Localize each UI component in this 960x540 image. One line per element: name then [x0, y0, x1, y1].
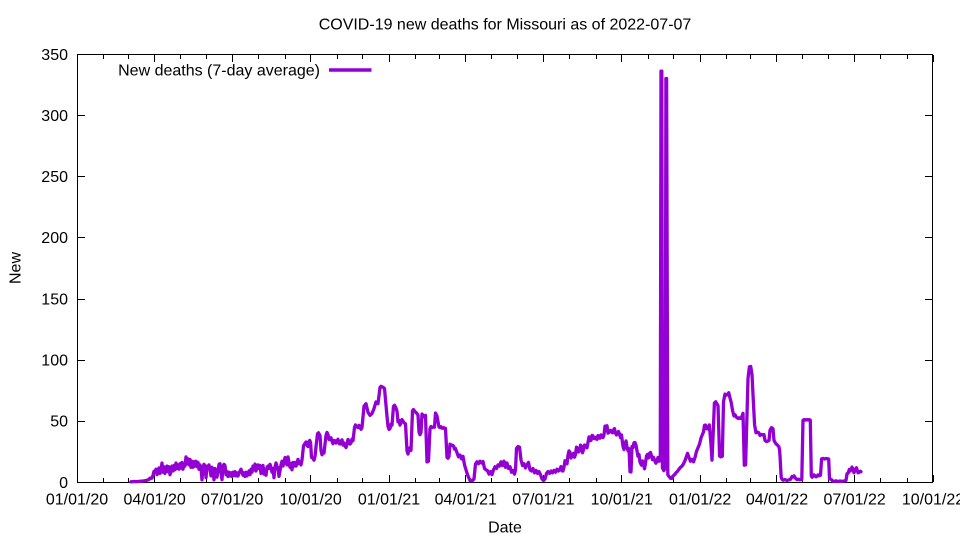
svg-text:04/01/21: 04/01/21: [435, 492, 497, 509]
svg-text:04/01/20: 04/01/20: [123, 492, 185, 509]
svg-text:250: 250: [41, 169, 68, 186]
svg-text:Date: Date: [488, 519, 522, 536]
svg-text:07/01/21: 07/01/21: [512, 492, 574, 509]
svg-text:New deaths (7-day average): New deaths (7-day average): [118, 63, 320, 80]
svg-text:150: 150: [41, 291, 68, 308]
svg-text:01/01/20: 01/01/20: [46, 492, 108, 509]
svg-text:01/01/22: 01/01/22: [669, 492, 731, 509]
svg-text:0: 0: [59, 475, 68, 492]
svg-text:200: 200: [41, 230, 68, 247]
svg-text:07/01/20: 07/01/20: [201, 492, 263, 509]
svg-text:50: 50: [50, 414, 68, 431]
svg-text:100: 100: [41, 353, 68, 370]
svg-text:10/01/20: 10/01/20: [279, 492, 341, 509]
svg-text:01/01/21: 01/01/21: [358, 492, 420, 509]
svg-text:10/01/22: 10/01/22: [902, 492, 960, 509]
svg-text:COVID-19 new deaths for Missou: COVID-19 new deaths for Missouri as of 2…: [319, 16, 692, 33]
svg-text:350: 350: [41, 47, 68, 64]
svg-text:New: New: [8, 252, 25, 284]
svg-text:300: 300: [41, 108, 68, 125]
svg-text:10/01/21: 10/01/21: [591, 492, 653, 509]
svg-text:04/01/22: 04/01/22: [746, 492, 808, 509]
svg-text:07/01/22: 07/01/22: [823, 492, 885, 509]
